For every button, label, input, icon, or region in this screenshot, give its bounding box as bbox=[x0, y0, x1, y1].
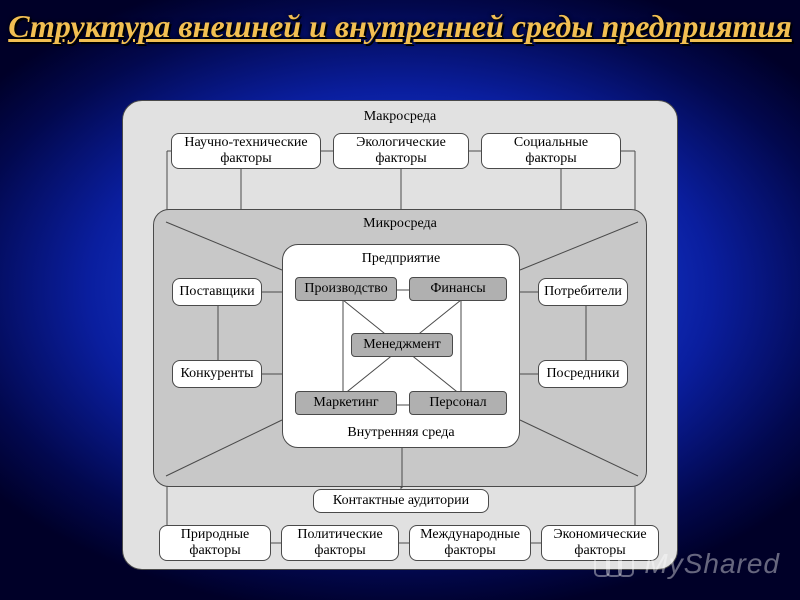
macro-container: Макросреда Научно-технические факторы bbox=[122, 100, 678, 570]
micro-box-consumers: Потребители bbox=[538, 278, 628, 306]
ent-box-management: Менеджмент bbox=[351, 333, 453, 357]
micro-label: Микросреда bbox=[154, 216, 646, 232]
ent-box-marketing: Маркетинг bbox=[295, 391, 397, 415]
macro-box-eco: Экологические факторы bbox=[333, 133, 469, 169]
micro-container: Микросреда bbox=[153, 209, 647, 487]
slides-icon bbox=[594, 552, 640, 580]
watermark-text: MyShared bbox=[644, 548, 780, 579]
ent-box-finance: Финансы bbox=[409, 277, 507, 301]
enterprise-label: Предприятие bbox=[283, 251, 519, 267]
macro-box-natural: Природные факторы bbox=[159, 525, 271, 561]
ent-box-production: Производство bbox=[295, 277, 397, 301]
micro-box-intermed: Посредники bbox=[538, 360, 628, 388]
macro-box-social: Социальные факторы bbox=[481, 133, 621, 169]
micro-box-competitors: Конкуренты bbox=[172, 360, 262, 388]
slide-title: Структура внешней и внутренней среды пре… bbox=[0, 8, 800, 45]
micro-box-suppliers: Поставщики bbox=[172, 278, 262, 306]
macro-box-political: Политические факторы bbox=[281, 525, 399, 561]
inner-env-label: Внутренняя среда bbox=[283, 425, 519, 441]
slide: Структура внешней и внутренней среды пре… bbox=[0, 0, 800, 600]
micro-box-contact: Контактные аудитории bbox=[313, 489, 489, 513]
watermark: MyShared bbox=[594, 548, 780, 580]
macro-box-intl: Международные факторы bbox=[409, 525, 531, 561]
macro-box-sci-tech: Научно-технические факторы bbox=[171, 133, 321, 169]
enterprise-container: Предприятие Производство Финансы bbox=[282, 244, 520, 448]
ent-box-personnel: Персонал bbox=[409, 391, 507, 415]
macro-label: Макросреда bbox=[123, 109, 677, 125]
